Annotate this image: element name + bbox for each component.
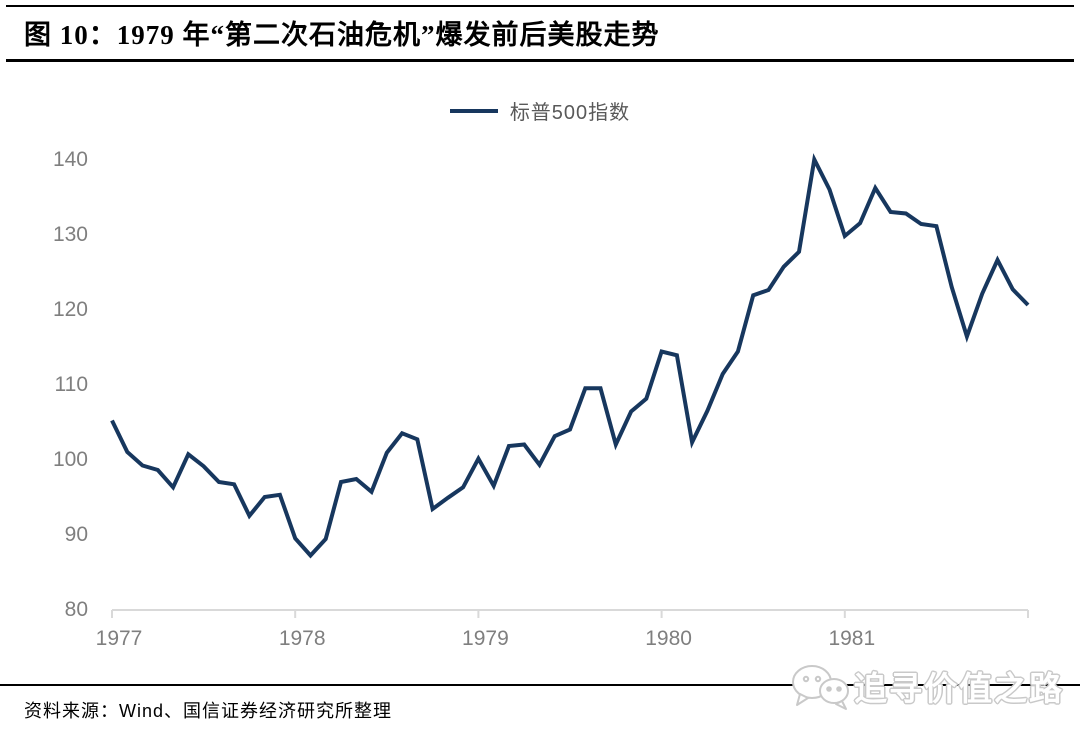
top-rule [6,5,1074,7]
y-axis-tick-label: 140 [53,148,88,171]
source-note: 资料来源：Wind、国信证券经济研究所整理 [24,701,393,721]
y-axis-tick-label: 100 [53,448,88,471]
x-axis-tick-label: 1979 [462,627,509,650]
figure-title: 图 10：1979 年“第二次石油危机”爆发前后美股走势 [24,20,660,50]
wechat-icon [792,665,849,710]
watermark-text: 追寻价值之路 [854,670,1064,707]
x-axis-tick-label: 1980 [645,627,692,650]
y-axis-tick-label: 110 [55,373,88,396]
footer-rule [0,684,1080,686]
x-axis-tick-label: 1981 [828,627,875,650]
y-axis-tick-label: 80 [65,598,88,621]
x-axis-tick-label: 1978 [279,627,326,650]
legend-label: 标普500指数 [509,102,631,124]
y-axis-tick-label: 90 [65,523,88,546]
chart-legend: 标普500指数 [0,96,1080,125]
sp500-series-line [110,153,1030,559]
y-axis-tick-label: 120 [53,298,88,321]
watermark: 追寻价值之路 [790,660,1064,712]
title-underline-rule [6,59,1074,62]
x-axis-tick-label: 1977 [96,627,143,650]
y-axis-tick-label: 130 [53,223,88,246]
legend-line-swatch [449,108,498,113]
